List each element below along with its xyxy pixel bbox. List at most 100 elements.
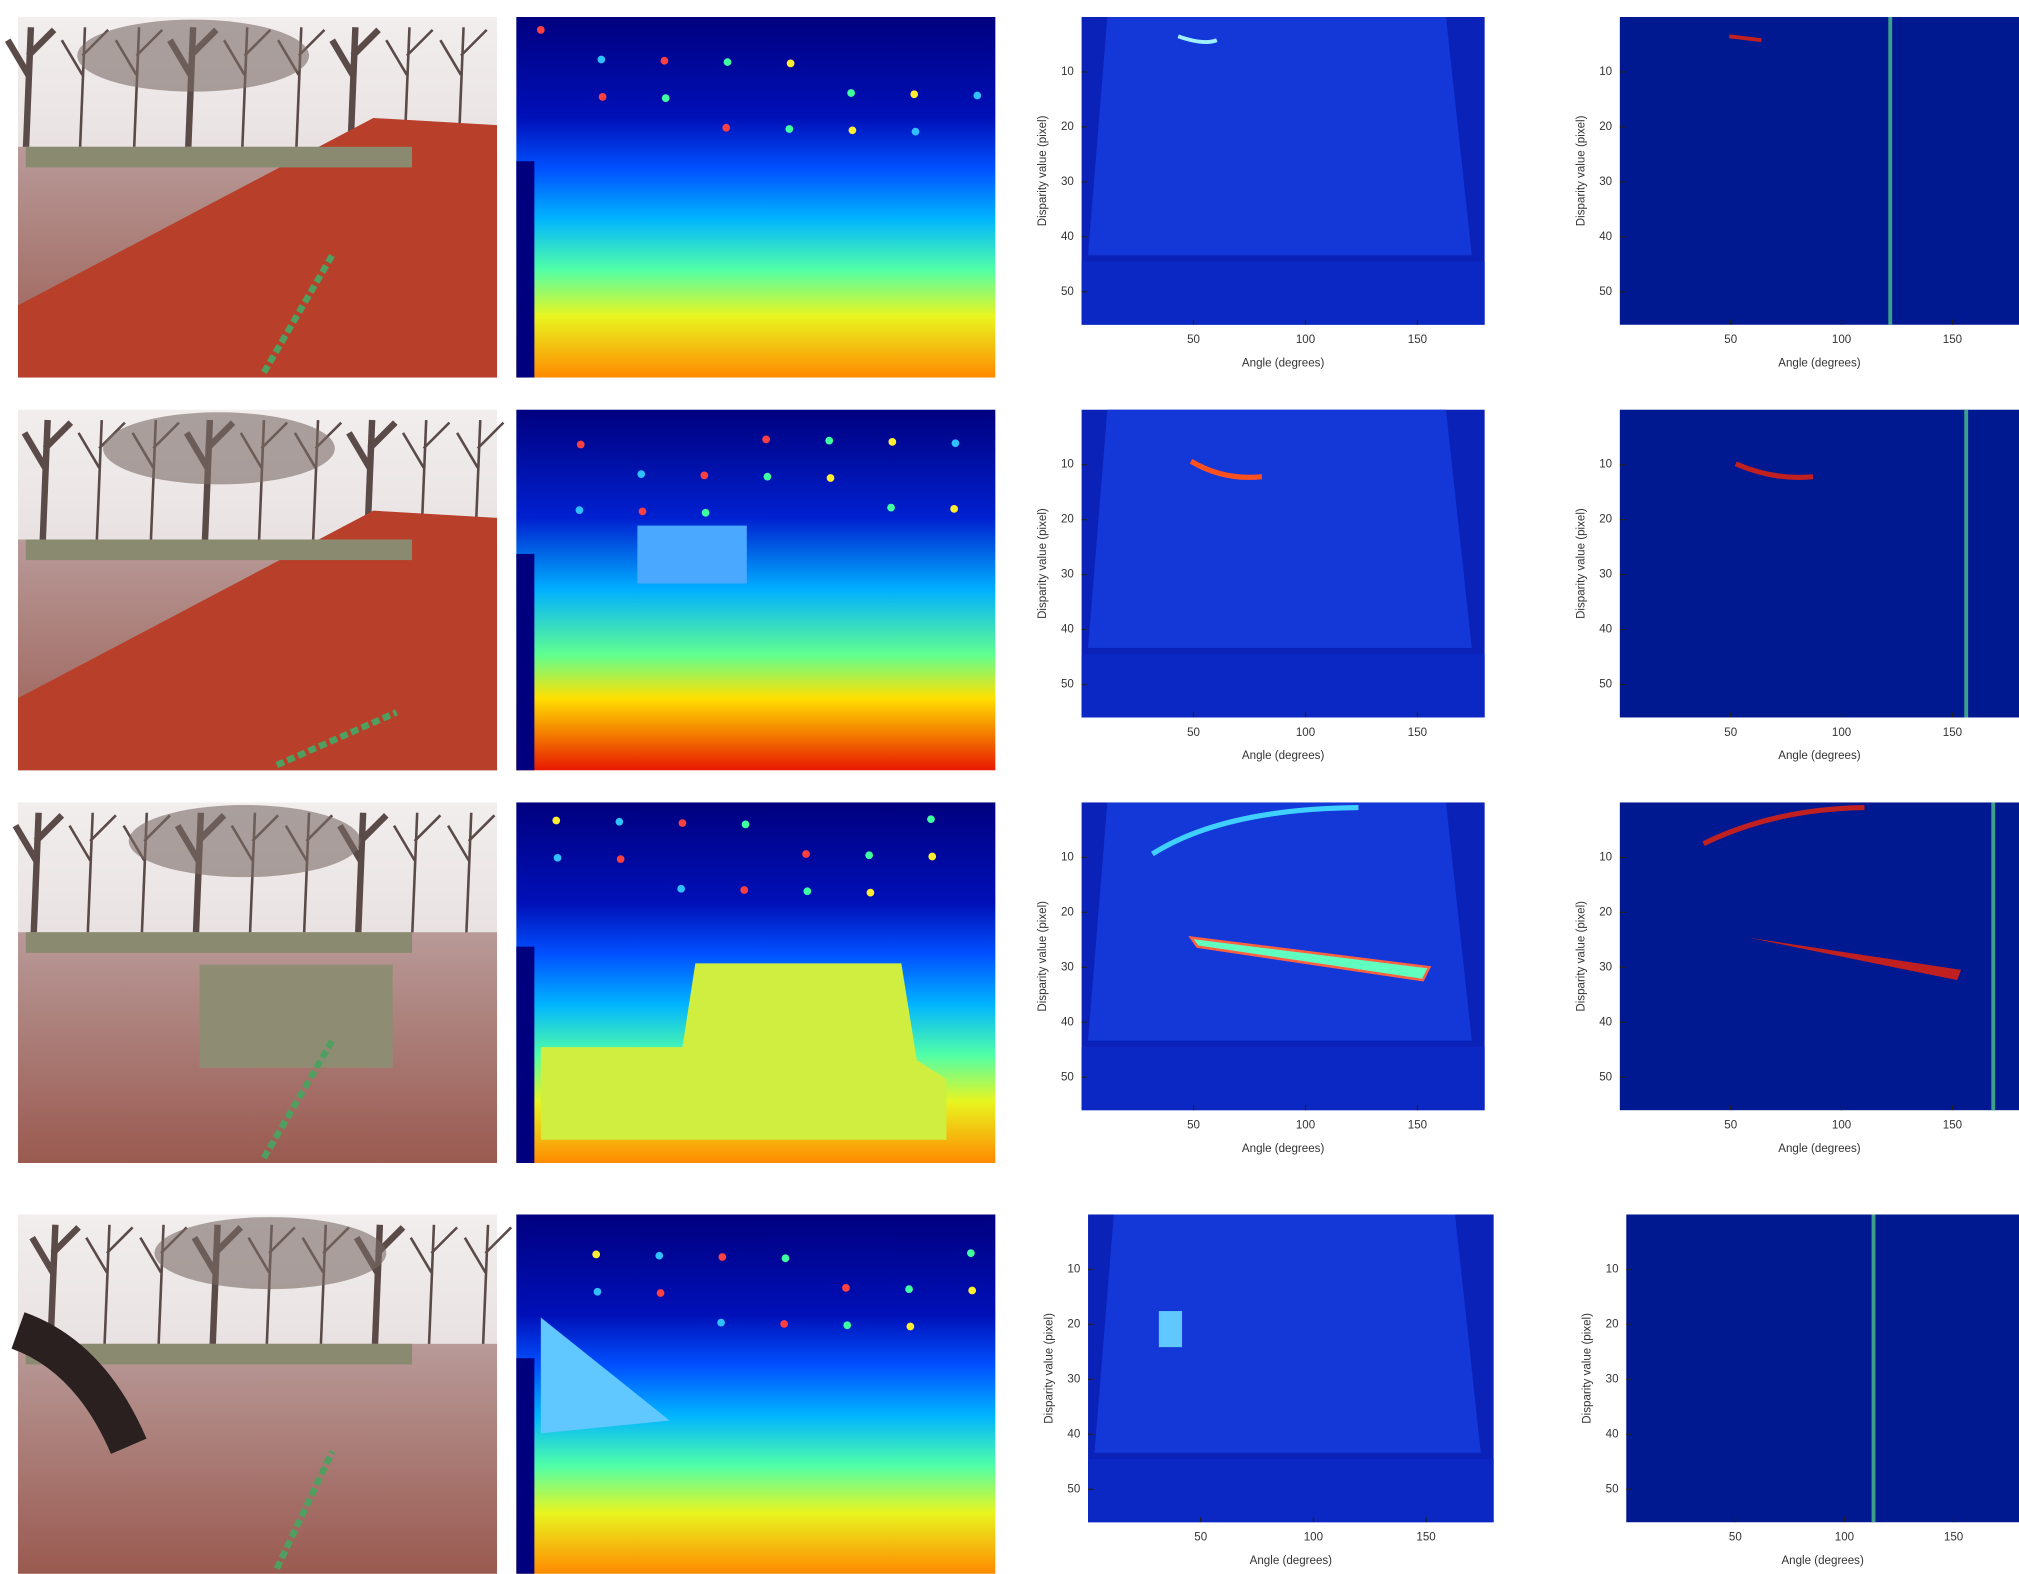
- y-tick-label: 40: [1061, 231, 1074, 243]
- plot-area: [1620, 802, 2019, 1110]
- disparity-noise: [952, 439, 960, 447]
- y-tick-label: 10: [1067, 1264, 1080, 1276]
- hough-plot: [1082, 17, 1485, 325]
- disparity-edge: [516, 161, 534, 377]
- y-axis-label: Disparity value (pixel): [1575, 115, 1587, 226]
- disparity-noise: [615, 818, 623, 826]
- y-tick-label: 50: [1599, 1071, 1612, 1083]
- vote-blob: [1159, 1311, 1182, 1347]
- disparity-noise: [927, 815, 935, 823]
- y-tick-label: 50: [1599, 679, 1612, 691]
- disparity-noise: [576, 506, 584, 514]
- x-axis-label: Angle (degrees): [1242, 1143, 1325, 1155]
- disparity-noise: [968, 1287, 976, 1295]
- disparity-noise: [662, 94, 670, 102]
- disparity-noise: [764, 473, 772, 481]
- x-tick-label: 100: [1832, 1120, 1851, 1132]
- vote-region: [1088, 17, 1472, 255]
- vote-region: [1088, 410, 1472, 648]
- disparity-noise: [762, 435, 770, 443]
- disparity-noise: [785, 125, 793, 133]
- disparity-map: [516, 1214, 995, 1573]
- filtered-plot: [1620, 410, 2019, 718]
- obstacle-region: [637, 526, 746, 584]
- page: {"rows": [ {"hough": {"xlabel": "Angle (…: [0, 0, 2019, 1574]
- disparity-map: [516, 802, 995, 1163]
- y-tick-label: 10: [1599, 851, 1612, 863]
- y-tick-label: 20: [1061, 121, 1074, 133]
- y-tick-label: 20: [1061, 514, 1074, 526]
- disparity-noise: [849, 126, 857, 134]
- y-tick-label: 30: [1067, 1373, 1080, 1385]
- y-axis-label: Disparity value (pixel): [1037, 901, 1049, 1012]
- disparity-noise: [842, 1284, 850, 1292]
- disparity-noise: [780, 1320, 788, 1328]
- y-axis-label: Disparity value (pixel): [1037, 115, 1049, 226]
- disparity-noise: [661, 57, 669, 65]
- scene-photo: [18, 1214, 511, 1573]
- vote-region: [1088, 802, 1472, 1040]
- y-tick-label: 30: [1061, 569, 1074, 581]
- x-axis-label: Angle (degrees): [1778, 750, 1861, 762]
- disparity-noise: [910, 90, 918, 98]
- scene-photo: [8, 17, 497, 378]
- disparity-noise: [787, 59, 795, 67]
- hough-plot: [1082, 802, 1485, 1110]
- y-axis-label: Disparity value (pixel): [1043, 1313, 1055, 1424]
- disparity-noise: [803, 887, 811, 895]
- disparity-noise: [655, 1252, 663, 1260]
- y-tick-label: 10: [1599, 66, 1612, 78]
- disparity-noise: [867, 889, 875, 897]
- disparity-noise: [740, 886, 748, 894]
- hough-plot: [1082, 410, 1485, 718]
- figure: 50 100 150 10 20 30 40 50 Angle (degrees) Dispari…: [0, 0, 2019, 1574]
- disparity-noise: [597, 56, 605, 64]
- disparity-map: [516, 410, 995, 771]
- y-tick-label: 10: [1599, 459, 1612, 471]
- plot-bottom: [1088, 1459, 1494, 1522]
- y-tick-label: 20: [1061, 906, 1074, 918]
- disparity-noise: [617, 855, 625, 863]
- x-tick-label: 100: [1832, 334, 1851, 346]
- x-tick-label: 50: [1187, 727, 1200, 739]
- hay-bale: [26, 932, 412, 953]
- y-axis-label: Disparity value (pixel): [1575, 508, 1587, 619]
- hay-bale: [26, 147, 412, 168]
- disparity-noise: [782, 1254, 790, 1262]
- disparity-noise: [554, 854, 562, 862]
- x-tick-label: 100: [1296, 334, 1315, 346]
- x-tick-label: 50: [1724, 334, 1737, 346]
- y-tick-label: 30: [1606, 1373, 1619, 1385]
- disparity-map: [516, 17, 995, 378]
- disparity-edge: [516, 947, 534, 1163]
- y-tick-label: 20: [1606, 1318, 1619, 1330]
- y-tick-label: 30: [1061, 176, 1074, 188]
- y-tick-label: 10: [1061, 459, 1074, 471]
- x-tick-label: 50: [1724, 1120, 1737, 1132]
- disparity-noise: [657, 1289, 665, 1297]
- disparity-image: [516, 17, 995, 378]
- x-tick-label: 150: [1943, 334, 1962, 346]
- disparity-noise: [827, 474, 835, 482]
- disparity-noise: [679, 819, 687, 827]
- y-tick-label: 40: [1599, 624, 1612, 636]
- tree-canopy: [129, 805, 361, 877]
- y-tick-label: 10: [1061, 66, 1074, 78]
- disparity-noise: [717, 1319, 725, 1327]
- y-tick-label: 40: [1599, 1016, 1612, 1028]
- x-tick-label: 150: [1408, 1120, 1427, 1132]
- x-tick-label: 100: [1296, 727, 1315, 739]
- y-axis-label: Disparity value (pixel): [1582, 1313, 1594, 1424]
- filtered-plot: [1620, 802, 2019, 1110]
- hay-bale: [200, 965, 393, 1068]
- disparity-noise: [912, 128, 920, 136]
- filtered-plot: [1620, 17, 2019, 325]
- disparity-noise: [637, 470, 645, 478]
- disparity-noise: [742, 820, 750, 828]
- disparity-noise: [677, 885, 685, 893]
- x-tick-label: 50: [1187, 334, 1200, 346]
- disparity-noise: [702, 509, 710, 517]
- tree-canopy: [103, 412, 335, 484]
- scene-photo: [18, 410, 503, 771]
- y-tick-label: 50: [1599, 286, 1612, 298]
